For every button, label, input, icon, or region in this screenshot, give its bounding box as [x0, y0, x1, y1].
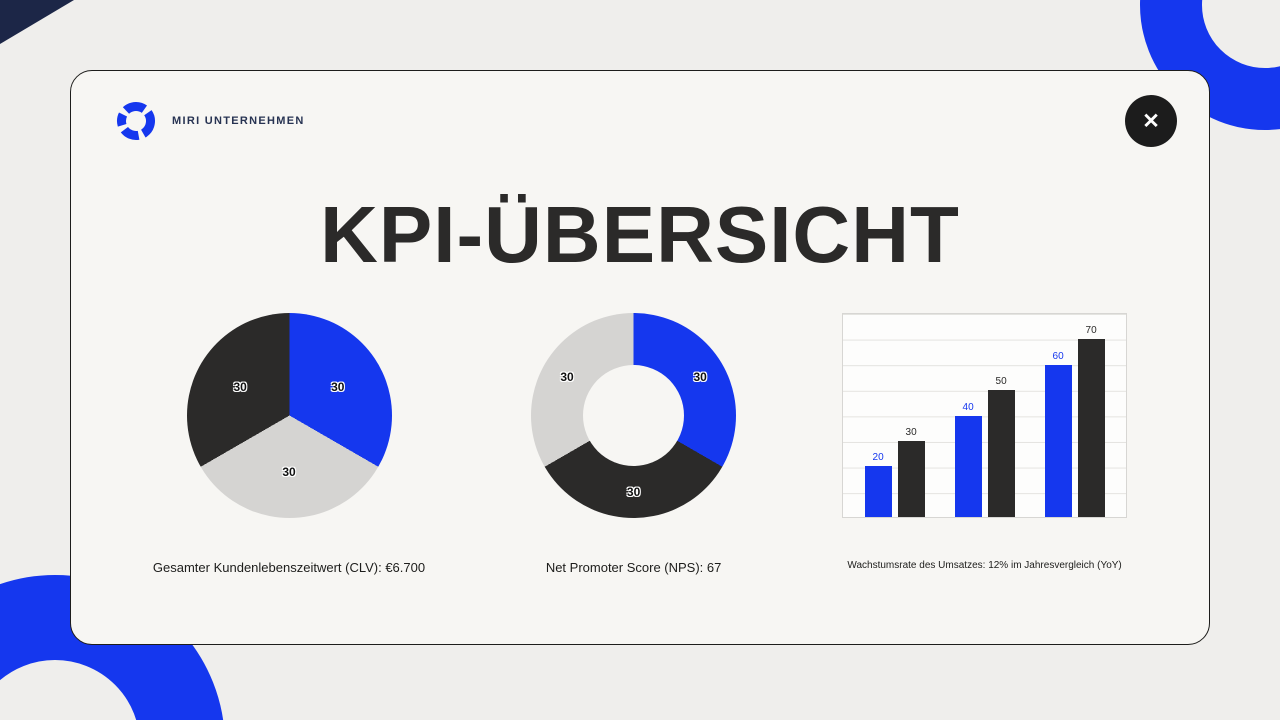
bar-value-label: 50 — [995, 376, 1007, 388]
bar-with-label: 30 — [897, 314, 925, 517]
bar-group: 20 30 — [864, 314, 925, 517]
bar-value-label: 20 — [872, 452, 884, 464]
bar — [987, 390, 1015, 517]
slice-data-label: 30 — [560, 370, 574, 385]
nps-donut-figure: 30 30 30 Net Promoter Score (NPS): 67 — [531, 313, 737, 575]
slice-data-label: 30 — [693, 370, 707, 385]
card-header: MIRI UNTERNEHMEN ✕ — [71, 71, 1209, 147]
bar — [954, 415, 982, 517]
clv-pie-figure: 30 30 30 Gesamter Kundenlebenszeitwert (CL… — [153, 313, 425, 575]
bar-with-label: 70 — [1077, 314, 1105, 517]
brand: MIRI UNTERNEHMEN — [113, 98, 305, 144]
bar-value-label: 30 — [905, 426, 917, 438]
bar-value-label: 60 — [1052, 350, 1064, 362]
brand-name: MIRI UNTERNEHMEN — [172, 115, 305, 127]
slide-card: MIRI UNTERNEHMEN ✕ KPI-ÜBERSICHT 30 30 30 … — [70, 70, 1210, 645]
bar-value-label: 70 — [1085, 325, 1097, 337]
slice-data-label: 30 — [626, 485, 641, 500]
bar-value-label: 40 — [962, 401, 974, 413]
bar-group: 60 70 — [1044, 314, 1105, 517]
bar — [864, 466, 892, 517]
slice-data-label: 30 — [331, 380, 345, 395]
close-button[interactable]: ✕ — [1125, 95, 1177, 147]
nps-caption: Net Promoter Score (NPS): 67 — [545, 560, 722, 575]
donut-chart: 30 30 30 — [531, 313, 737, 518]
corner-wedge-decoration — [0, 0, 74, 44]
pie-chart: 30 30 30 — [186, 313, 392, 518]
bar-with-label: 40 — [954, 314, 982, 517]
brand-logo-icon — [117, 102, 155, 140]
close-icon: ✕ — [1142, 109, 1160, 133]
slide-title: KPI-ÜBERSICHT — [320, 190, 960, 279]
bar — [1044, 364, 1072, 517]
growth-bar-figure: 20 30 40 50 60 70 Wachstumsrate des Umsatzes:… — [842, 313, 1128, 575]
bar — [1077, 339, 1105, 517]
bar-with-label: 50 — [987, 314, 1015, 517]
growth-caption: Wachstumsrate des Umsatzes: 12% im Jahre… — [847, 560, 1122, 571]
bar-chart: 20 30 40 50 60 70 — [842, 313, 1128, 518]
bar-with-label: 60 — [1044, 314, 1072, 517]
slice-data-label: 30 — [233, 380, 247, 395]
bar-group: 40 50 — [954, 314, 1015, 517]
bar — [897, 440, 925, 517]
slice-data-label: 30 — [282, 464, 296, 479]
charts-row: 30 30 30 Gesamter Kundenlebenszeitwert (CL… — [71, 313, 1209, 575]
bar-with-label: 20 — [864, 314, 892, 517]
clv-caption: Gesamter Kundenlebenszeitwert (CLV): €6.… — [152, 560, 426, 575]
